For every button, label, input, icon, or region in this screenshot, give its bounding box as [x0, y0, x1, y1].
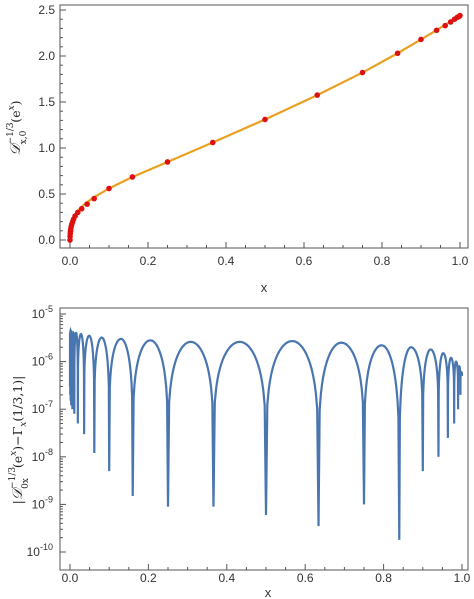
top-chart: 0.00.51.01.52.02.5 0.0 0.2 0.4 0.6 0.8 1.0 x …	[6, 3, 469, 295]
top-y-axis-label: 𝒟−1/3 x,0(ex)	[6, 100, 29, 155]
svg-text:𝒟−1/3x,0(ex): 𝒟−1/3 x,0(ex)	[6, 100, 29, 155]
top-data-point	[314, 92, 321, 98]
bottom-series-line	[68, 326, 464, 540]
bottom-x-tick-label: 0.6	[297, 571, 314, 585]
top-x-axis: 0.0 0.2 0.4 0.6 0.8 1.0	[62, 242, 469, 268]
bottom-y-tick-label: 10-8	[32, 447, 53, 464]
top-data-point	[457, 12, 463, 19]
top-data-point	[75, 209, 81, 216]
top-series-line	[68, 14, 461, 241]
bottom-y-axis-label: |𝒟−1/3 0x(ex)−Γx(1/3,1)|	[8, 376, 31, 505]
top-data-point	[84, 201, 90, 207]
bottom-x-tick-label: 0.4	[218, 571, 235, 585]
top-y-tick-label: 2.5	[38, 3, 55, 17]
top-data-point	[164, 159, 171, 165]
top-data-point	[78, 205, 85, 212]
bottom-y-axis: 10-5 10-6 10-7 10-8 10-9 10-10	[27, 304, 66, 559]
top-data-point	[442, 22, 448, 29]
top-x-tick-label: 1.0	[452, 254, 469, 268]
top-data-point	[418, 36, 424, 43]
top-data-point	[129, 174, 136, 180]
top-y-tick-label: 0.0	[38, 233, 55, 247]
top-y-tick-label: 0.5	[38, 187, 55, 201]
top-data-point	[433, 27, 440, 34]
bottom-y-tick-label: 10-9	[32, 494, 53, 511]
top-y-tick-label: 2.0	[38, 49, 55, 63]
top-x-tick-label: 0.6	[296, 254, 313, 268]
top-series-points	[67, 12, 463, 243]
top-y-axis: 0.0 0.5 1.0 1.5 2.0 2.5	[38, 3, 66, 247]
top-plot-frame	[59, 4, 469, 249]
bottom-y-tick-label: 10-10	[27, 542, 53, 559]
bottom-chart: 10-510-610-710-810-910-10 0.0 0.2 0.4 0.6 0.…	[8, 304, 471, 599]
bottom-x-tick-label: 0.8	[375, 571, 392, 585]
top-x-tick-label: 0.0	[62, 254, 79, 268]
top-data-point	[394, 50, 401, 57]
top-data-point	[262, 116, 268, 123]
bottom-x-tick-label: 0.0	[62, 571, 79, 585]
svg-text:|𝒟−1/30x(ex)−Γx(1/3,1)|: |𝒟−1/3 0x(ex)−Γx(1/3,1)|	[8, 376, 31, 505]
top-x-tick-label: 0.2	[140, 254, 157, 268]
bottom-x-tick-label: 0.2	[140, 571, 157, 585]
top-x-tick-label: 0.8	[374, 254, 391, 268]
top-data-point	[359, 69, 366, 76]
top-x-tick-label: 0.4	[218, 254, 235, 268]
bottom-x-axis: 0.0 0.2 0.4 0.6 0.8 1.0	[62, 564, 471, 585]
bottom-x-tick-label: 1.0	[454, 571, 471, 585]
top-data-point	[91, 195, 97, 202]
bottom-y-tick-label: 10-5	[32, 304, 53, 321]
bottom-x-axis-label: x	[265, 585, 272, 599]
top-data-point	[209, 139, 216, 146]
bottom-y-tick-label: 10-7	[32, 399, 53, 416]
top-y-tick-label: 1.0	[38, 141, 55, 155]
top-y-tick-label: 1.5	[38, 95, 55, 109]
top-x-axis-label: x	[261, 280, 268, 295]
bottom-plot-frame	[59, 307, 469, 571]
top-data-point	[106, 185, 112, 192]
top-data-point	[447, 19, 454, 25]
bottom-y-tick-label: 10-6	[32, 352, 53, 369]
